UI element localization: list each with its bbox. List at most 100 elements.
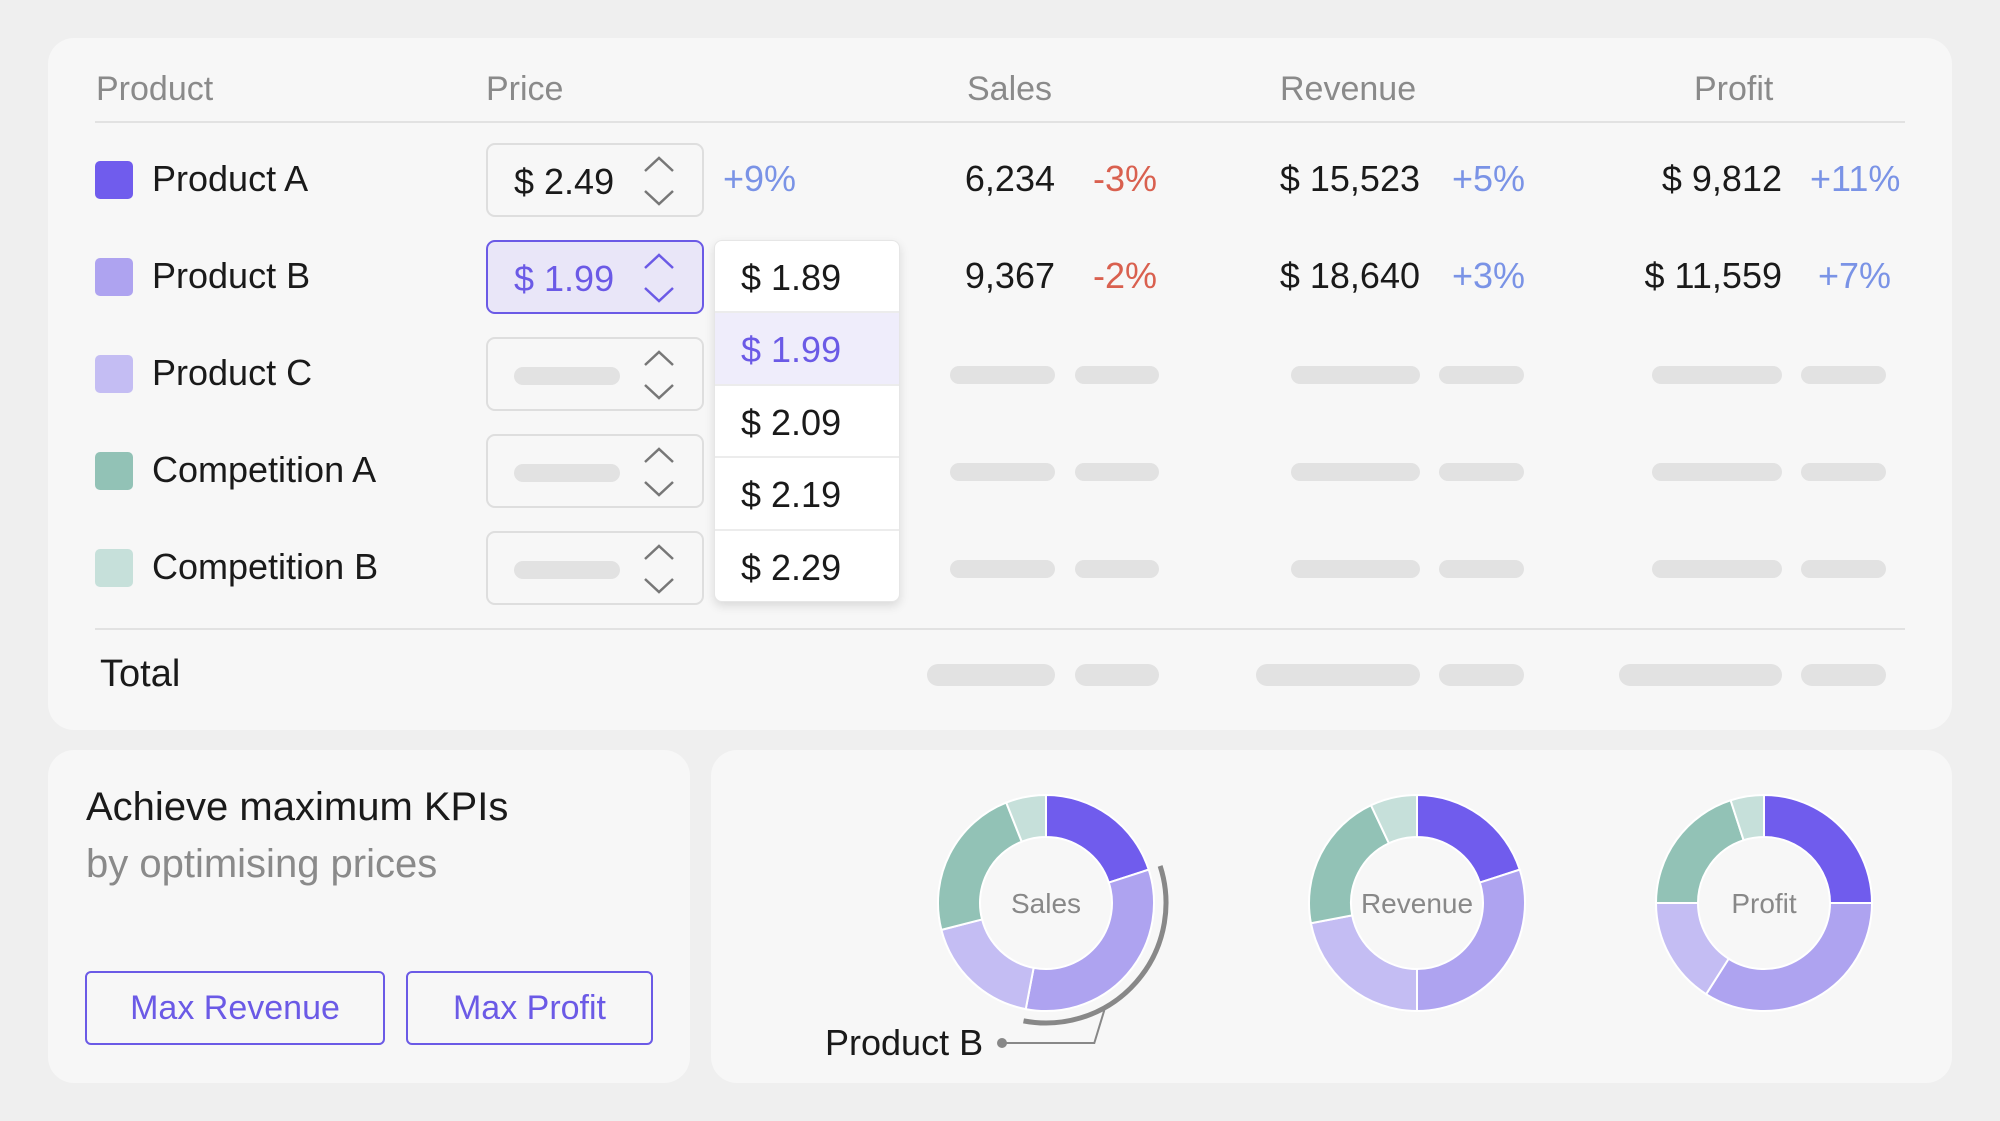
donut-slice[interactable] — [1416, 793, 1521, 884]
value-placeholder — [1652, 463, 1782, 481]
revenue-value: $ 18,640 — [1279, 255, 1420, 296]
color-swatch — [95, 161, 133, 199]
revenue-value: $ 15,523 — [1279, 158, 1420, 199]
value-placeholder — [1075, 366, 1159, 384]
donut-slice[interactable] — [1309, 914, 1418, 1013]
value-placeholder — [950, 463, 1055, 481]
price-option[interactable]: $ 1.89 — [715, 241, 899, 314]
table-row: Competition B — [0, 529, 2000, 609]
callout-dot — [997, 1038, 1007, 1048]
value-placeholder — [1075, 560, 1159, 578]
value-placeholder — [1439, 463, 1524, 481]
table-row: Product B $ 1.99 9,367 -2% $ 18,640 +3% $ 11… — [0, 238, 2000, 318]
total-sales-placeholder — [927, 664, 1055, 686]
callout-leader-line — [1003, 1009, 1106, 1044]
price-stepper[interactable]: $ 2.49 — [486, 143, 704, 217]
color-swatch — [95, 549, 133, 587]
value-placeholder — [1801, 366, 1886, 384]
profit-value: $ 11,559 — [1644, 255, 1782, 296]
price-placeholder — [514, 561, 620, 579]
profit-change: +11% — [1810, 158, 1901, 199]
revenue-change: +3% — [1452, 255, 1526, 296]
header-price: Price — [486, 70, 564, 108]
value-placeholder — [1652, 560, 1782, 578]
price-value: $ 2.49 — [514, 161, 615, 202]
donut-slice[interactable] — [1416, 868, 1526, 1013]
value-placeholder — [1801, 463, 1886, 481]
header-revenue: Revenue — [1280, 70, 1417, 108]
donut-slice[interactable] — [1004, 793, 1047, 843]
price-placeholder — [514, 464, 620, 482]
value-placeholder — [1075, 463, 1159, 481]
callout-label: Product B — [825, 1022, 984, 1063]
table-row: Product A $ 2.49 +9% 6,234 -3% $ 15,523 +5% $… — [0, 141, 2000, 221]
price-stepper[interactable] — [486, 434, 704, 508]
table-row: Product C — [0, 335, 2000, 415]
max-revenue-button[interactable]: Max Revenue — [85, 971, 385, 1045]
header-divider — [95, 121, 1905, 123]
donut-label: Sales — [1011, 888, 1081, 919]
stepper-chevrons-icon[interactable] — [642, 250, 676, 306]
donut-slice[interactable] — [1763, 793, 1874, 904]
sales-value: 9,367 — [964, 255, 1055, 296]
donut-slice[interactable] — [1729, 793, 1765, 842]
price-option[interactable]: $ 2.09 — [715, 386, 899, 459]
price-stepper[interactable] — [486, 531, 704, 605]
stepper-chevrons-icon[interactable] — [642, 444, 676, 500]
donut-slice[interactable] — [1045, 793, 1150, 884]
donut-slice[interactable] — [940, 918, 1035, 1011]
donut-label: Profit — [1731, 888, 1797, 919]
header-product: Product — [96, 70, 214, 108]
price-option[interactable]: $ 2.19 — [715, 458, 899, 531]
value-placeholder — [1801, 560, 1886, 578]
product-name: Product A — [152, 158, 309, 199]
donut-slice[interactable] — [937, 801, 1023, 932]
value-placeholder — [1291, 366, 1420, 384]
sales-change: -2% — [1093, 255, 1158, 296]
product-name: Competition A — [152, 449, 377, 490]
revenue-change: +5% — [1452, 158, 1526, 199]
sales-change: -3% — [1093, 158, 1158, 199]
color-swatch — [95, 258, 133, 296]
price-change: +9% — [723, 158, 797, 199]
stepper-chevrons-icon[interactable] — [642, 541, 676, 597]
total-label: Total — [100, 653, 181, 695]
price-option[interactable]: $ 2.29 — [715, 531, 899, 601]
total-revenue-change-placeholder — [1439, 664, 1524, 686]
total-profit-placeholder — [1619, 664, 1782, 686]
price-option[interactable]: $ 1.99 — [715, 313, 899, 386]
value-placeholder — [950, 366, 1055, 384]
color-swatch — [95, 452, 133, 490]
total-divider — [95, 628, 1905, 630]
promo-subtitle: by optimising prices — [86, 842, 438, 886]
value-placeholder — [950, 560, 1055, 578]
value-placeholder — [1439, 560, 1524, 578]
value-placeholder — [1291, 463, 1420, 481]
stepper-chevrons-icon[interactable] — [642, 347, 676, 403]
price-stepper[interactable] — [486, 337, 704, 411]
promo-card — [48, 750, 690, 1083]
donut-label: Revenue — [1361, 888, 1473, 919]
value-placeholder — [1439, 366, 1524, 384]
header-sales: Sales — [967, 70, 1053, 108]
price-value: $ 1.99 — [514, 258, 615, 299]
donut-slice[interactable] — [1024, 868, 1155, 1012]
value-placeholder — [1291, 560, 1420, 578]
pricing-table-card — [48, 38, 1952, 730]
price-placeholder — [514, 367, 620, 385]
sales-value: 6,234 — [964, 158, 1055, 199]
price-dropdown[interactable]: $ 1.89 $ 1.99 $ 2.09 $ 2.19 $ 2.29 — [714, 240, 900, 602]
donut-slice[interactable] — [1369, 793, 1418, 845]
profit-change: +7% — [1818, 255, 1892, 296]
price-stepper[interactable]: $ 1.99 — [486, 240, 704, 314]
promo-title: Achieve maximum KPIs — [86, 785, 509, 829]
profit-value: $ 9,812 — [1661, 158, 1782, 199]
value-placeholder — [1652, 366, 1782, 384]
color-swatch — [95, 355, 133, 393]
max-profit-button[interactable]: Max Profit — [406, 971, 653, 1045]
stepper-chevrons-icon[interactable] — [642, 153, 676, 209]
donut-slice[interactable] — [1704, 902, 1874, 1012]
table-row: Competition A — [0, 432, 2000, 512]
total-profit-change-placeholder — [1801, 664, 1886, 686]
